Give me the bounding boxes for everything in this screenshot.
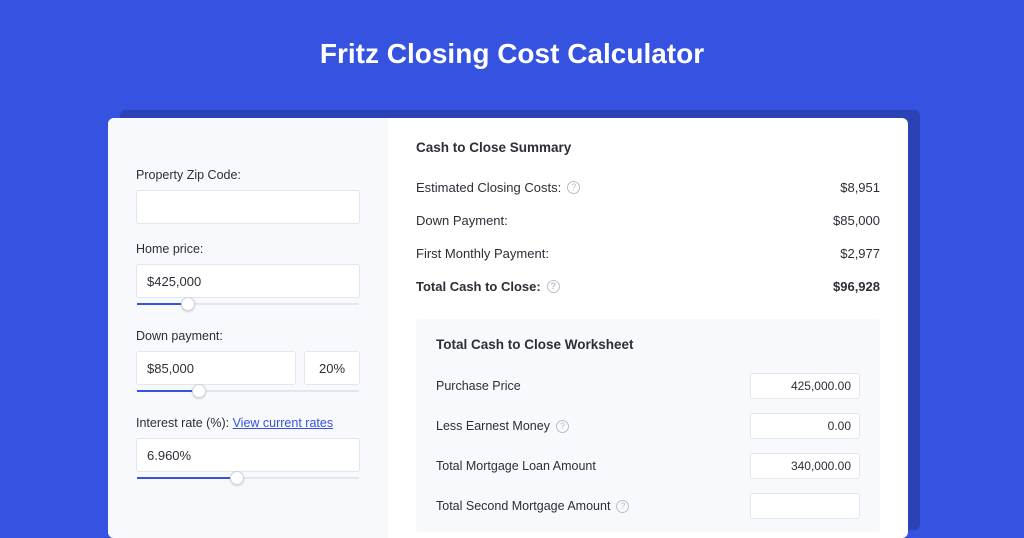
slider-fill	[137, 477, 238, 479]
zip-input[interactable]	[136, 190, 360, 224]
summary-title: Cash to Close Summary	[416, 140, 880, 155]
summary-row-value: $96,928	[833, 279, 880, 294]
interest-rate-slider[interactable]	[136, 471, 360, 485]
summary-row-label: Down Payment:	[416, 213, 508, 228]
help-icon[interactable]: ?	[547, 280, 560, 293]
field-interest-rate: Interest rate (%): View current rates	[136, 416, 360, 485]
field-home-price: Home price:	[136, 242, 360, 311]
summary-row-label: Estimated Closing Costs:?	[416, 180, 580, 195]
worksheet-row: Total Mortgage Loan Amount	[436, 446, 860, 486]
down-payment-row: 20%	[136, 351, 360, 385]
worksheet-value-input[interactable]	[750, 453, 860, 479]
worksheet-row-label: Less Earnest Money?	[436, 419, 569, 433]
worksheet-row: Less Earnest Money?	[436, 406, 860, 446]
worksheet-value-input[interactable]	[750, 493, 860, 519]
interest-label-text: Interest rate (%):	[136, 416, 233, 430]
worksheet-rows: Purchase Price Less Earnest Money? Total M…	[436, 366, 860, 526]
summary-row-label: Total Cash to Close:?	[416, 279, 560, 294]
results-panel: Cash to Close Summary Estimated Closing …	[388, 118, 908, 538]
worksheet-card: Total Cash to Close Worksheet Purchase P…	[416, 319, 880, 532]
home-price-slider[interactable]	[136, 297, 360, 311]
worksheet-row: Purchase Price	[436, 366, 860, 406]
summary-row: Total Cash to Close:? $96,928	[416, 270, 880, 303]
down-payment-input[interactable]	[136, 351, 296, 385]
worksheet-row-label: Total Mortgage Loan Amount	[436, 459, 596, 473]
summary-row-value: $8,951	[840, 180, 880, 195]
down-payment-pct[interactable]: 20%	[304, 351, 360, 385]
worksheet-row-label: Total Second Mortgage Amount?	[436, 499, 629, 513]
help-icon[interactable]: ?	[556, 420, 569, 433]
slider-thumb[interactable]	[181, 297, 195, 311]
summary-row-value: $85,000	[833, 213, 880, 228]
help-icon[interactable]: ?	[567, 181, 580, 194]
down-payment-slider[interactable]	[136, 384, 360, 398]
summary-rows: Estimated Closing Costs:? $8,951 Down Paym…	[416, 171, 880, 303]
slider-thumb[interactable]	[230, 471, 244, 485]
slider-thumb[interactable]	[192, 384, 206, 398]
down-payment-label: Down payment:	[136, 329, 360, 343]
worksheet-label-text: Less Earnest Money	[436, 419, 550, 433]
interest-rate-input[interactable]	[136, 438, 360, 472]
summary-label-text: First Monthly Payment:	[416, 246, 549, 261]
worksheet-label-text: Total Mortgage Loan Amount	[436, 459, 596, 473]
slider-fill	[137, 390, 200, 392]
summary-label-text: Down Payment:	[416, 213, 508, 228]
help-icon[interactable]: ?	[616, 500, 629, 513]
calculator-card: Property Zip Code: Home price: Down paym…	[108, 118, 908, 538]
summary-label-text: Estimated Closing Costs:	[416, 180, 561, 195]
worksheet-value-input[interactable]	[750, 413, 860, 439]
field-down-payment: Down payment: 20%	[136, 329, 360, 398]
summary-row-value: $2,977	[840, 246, 880, 261]
summary-row: Estimated Closing Costs:? $8,951	[416, 171, 880, 204]
summary-row-label: First Monthly Payment:	[416, 246, 549, 261]
summary-row: First Monthly Payment: $2,977	[416, 237, 880, 270]
worksheet-row-label: Purchase Price	[436, 379, 521, 393]
home-price-input[interactable]	[136, 264, 360, 298]
worksheet-label-text: Purchase Price	[436, 379, 521, 393]
inputs-panel: Property Zip Code: Home price: Down paym…	[108, 118, 388, 538]
worksheet-label-text: Total Second Mortgage Amount	[436, 499, 610, 513]
interest-rate-label: Interest rate (%): View current rates	[136, 416, 360, 430]
field-zip: Property Zip Code:	[136, 168, 360, 224]
worksheet-value-input[interactable]	[750, 373, 860, 399]
zip-label: Property Zip Code:	[136, 168, 360, 182]
summary-label-text: Total Cash to Close:	[416, 279, 541, 294]
worksheet-row: Total Second Mortgage Amount?	[436, 486, 860, 526]
view-rates-link[interactable]: View current rates	[233, 416, 334, 430]
home-price-label: Home price:	[136, 242, 360, 256]
summary-row: Down Payment: $85,000	[416, 204, 880, 237]
worksheet-title: Total Cash to Close Worksheet	[436, 337, 860, 352]
page-title: Fritz Closing Cost Calculator	[0, 0, 1024, 96]
